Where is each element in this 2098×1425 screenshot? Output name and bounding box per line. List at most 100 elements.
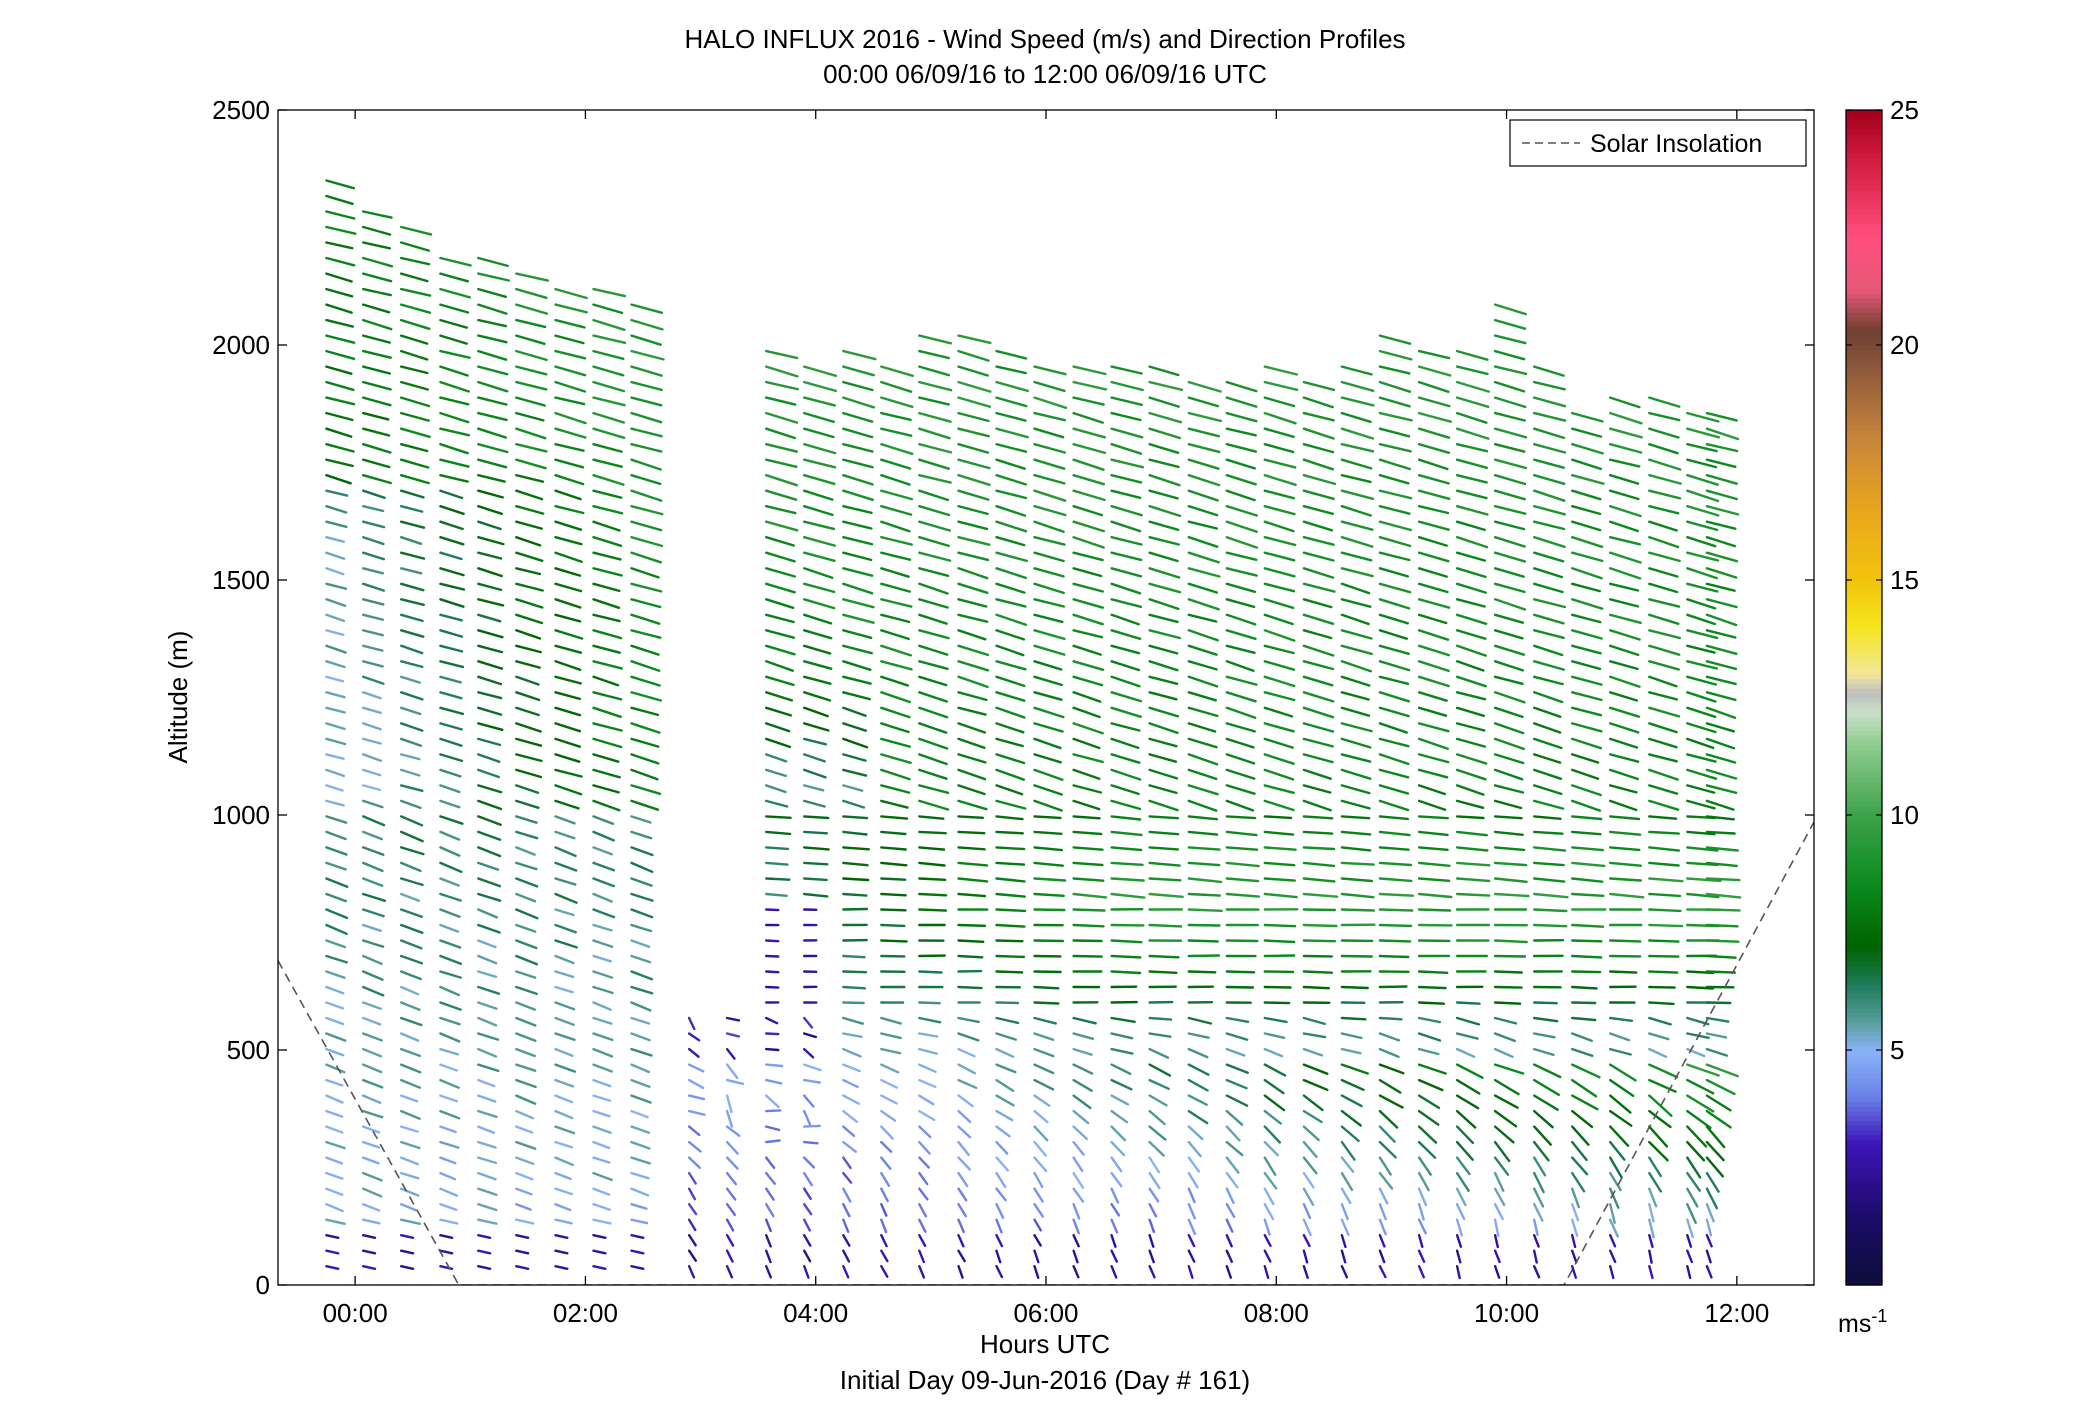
wind-barb — [1265, 832, 1293, 835]
wind-barb — [1495, 739, 1524, 749]
wind-barb — [1572, 568, 1601, 578]
colorbar-tick-label: 10 — [1890, 800, 1919, 830]
wind-barb — [326, 847, 346, 854]
wind-barb — [766, 739, 790, 747]
wind-barb — [997, 910, 1026, 911]
wind-barb — [1304, 708, 1333, 717]
wind-barb — [881, 475, 909, 484]
colorbar-segment — [1846, 890, 1882, 895]
wind-barb — [1649, 739, 1676, 747]
wind-barb — [1342, 692, 1369, 699]
colorbar-segment — [1846, 1003, 1882, 1008]
wind-barb — [556, 847, 576, 856]
wind-barb — [1572, 1096, 1597, 1110]
wind-barb — [1342, 847, 1370, 850]
wind-barb — [363, 1235, 375, 1238]
wind-barb — [1074, 801, 1100, 809]
wind-barb — [1035, 506, 1066, 515]
wind-barb — [1035, 987, 1059, 988]
wind-barb — [919, 599, 947, 607]
wind-barb — [919, 367, 949, 376]
wind-barb — [594, 1034, 613, 1040]
wind-barb — [1649, 506, 1678, 513]
wind-barb — [1610, 1235, 1615, 1246]
wind-barb — [401, 274, 427, 282]
plot-area-frame — [278, 110, 1814, 1285]
wind-barb — [1265, 1003, 1289, 1004]
wind-barb — [1112, 491, 1141, 498]
wind-barb — [1495, 801, 1521, 808]
wind-barb — [1610, 770, 1638, 779]
wind-barb — [326, 956, 346, 962]
wind-barb — [1380, 894, 1413, 896]
wind-barb — [881, 739, 909, 747]
wind-barb — [997, 692, 1025, 700]
wind-barb — [401, 956, 422, 963]
wind-barb — [1495, 460, 1526, 468]
wind-barb — [1534, 460, 1564, 468]
wind-barb — [959, 723, 985, 732]
colorbar-segment — [1846, 698, 1882, 703]
wind-barb — [1150, 630, 1180, 638]
wind-barb — [1687, 1235, 1691, 1247]
colorbar-segment — [1846, 364, 1882, 369]
wind-barb — [1189, 785, 1218, 794]
wind-barb — [1342, 816, 1369, 818]
wind-barb — [766, 677, 793, 685]
wind-barb — [440, 398, 468, 405]
wind-barb — [1534, 801, 1563, 809]
wind-barb — [843, 1142, 856, 1152]
wind-barb — [1707, 925, 1738, 926]
wind-barb — [632, 708, 658, 715]
colorbar-segment — [1846, 933, 1882, 938]
wind-barb — [1265, 1251, 1271, 1262]
wind-barb — [766, 584, 795, 593]
colorbar-segment — [1846, 1168, 1882, 1173]
wind-barb — [440, 336, 466, 344]
wind-barb — [1189, 537, 1217, 547]
wind-barb — [516, 1220, 533, 1224]
wind-barb — [1687, 1111, 1710, 1128]
wind-barb — [1074, 382, 1106, 389]
wind-barb — [401, 925, 422, 933]
colorbar-segment — [1846, 1055, 1882, 1060]
wind-barb — [919, 460, 949, 469]
wind-barb — [843, 754, 865, 760]
colorbar-segment — [1846, 688, 1882, 693]
wind-barb — [478, 475, 504, 481]
colorbar-segment — [1846, 312, 1882, 317]
wind-barb — [516, 444, 546, 451]
wind-barb — [440, 320, 466, 328]
wind-barb — [363, 910, 383, 917]
wind-barb — [1534, 879, 1564, 882]
wind-barb — [401, 1173, 418, 1178]
colorbar-tick-label: 15 — [1890, 565, 1919, 595]
wind-barb — [1649, 1173, 1661, 1191]
wind-barb — [401, 243, 429, 251]
wind-barb — [516, 305, 547, 314]
wind-barb — [1074, 1080, 1092, 1091]
wind-barb — [959, 630, 986, 639]
wind-barb — [1189, 475, 1219, 485]
wind-barb — [843, 413, 872, 422]
wind-barb — [556, 1049, 573, 1056]
wind-barb — [1419, 1065, 1446, 1074]
colorbar-segment — [1846, 1111, 1882, 1116]
wind-barb — [1380, 506, 1410, 514]
wind-barb — [516, 367, 546, 375]
wind-barb — [1035, 739, 1061, 748]
colorbar-segment — [1846, 199, 1882, 204]
wind-barb — [919, 847, 944, 849]
wind-barb — [1150, 832, 1179, 834]
wind-barb — [1572, 1251, 1576, 1262]
wind-barb — [440, 351, 469, 358]
wind-barb — [1610, 491, 1638, 499]
wind-barb — [1265, 1220, 1270, 1235]
wind-barb — [1112, 661, 1139, 670]
wind-barb — [1380, 863, 1411, 865]
wind-barb — [326, 212, 354, 219]
wind-barb — [516, 1018, 535, 1026]
wind-barb — [1304, 941, 1335, 942]
wind-barb — [1189, 382, 1221, 391]
wind-barb — [1112, 677, 1140, 686]
